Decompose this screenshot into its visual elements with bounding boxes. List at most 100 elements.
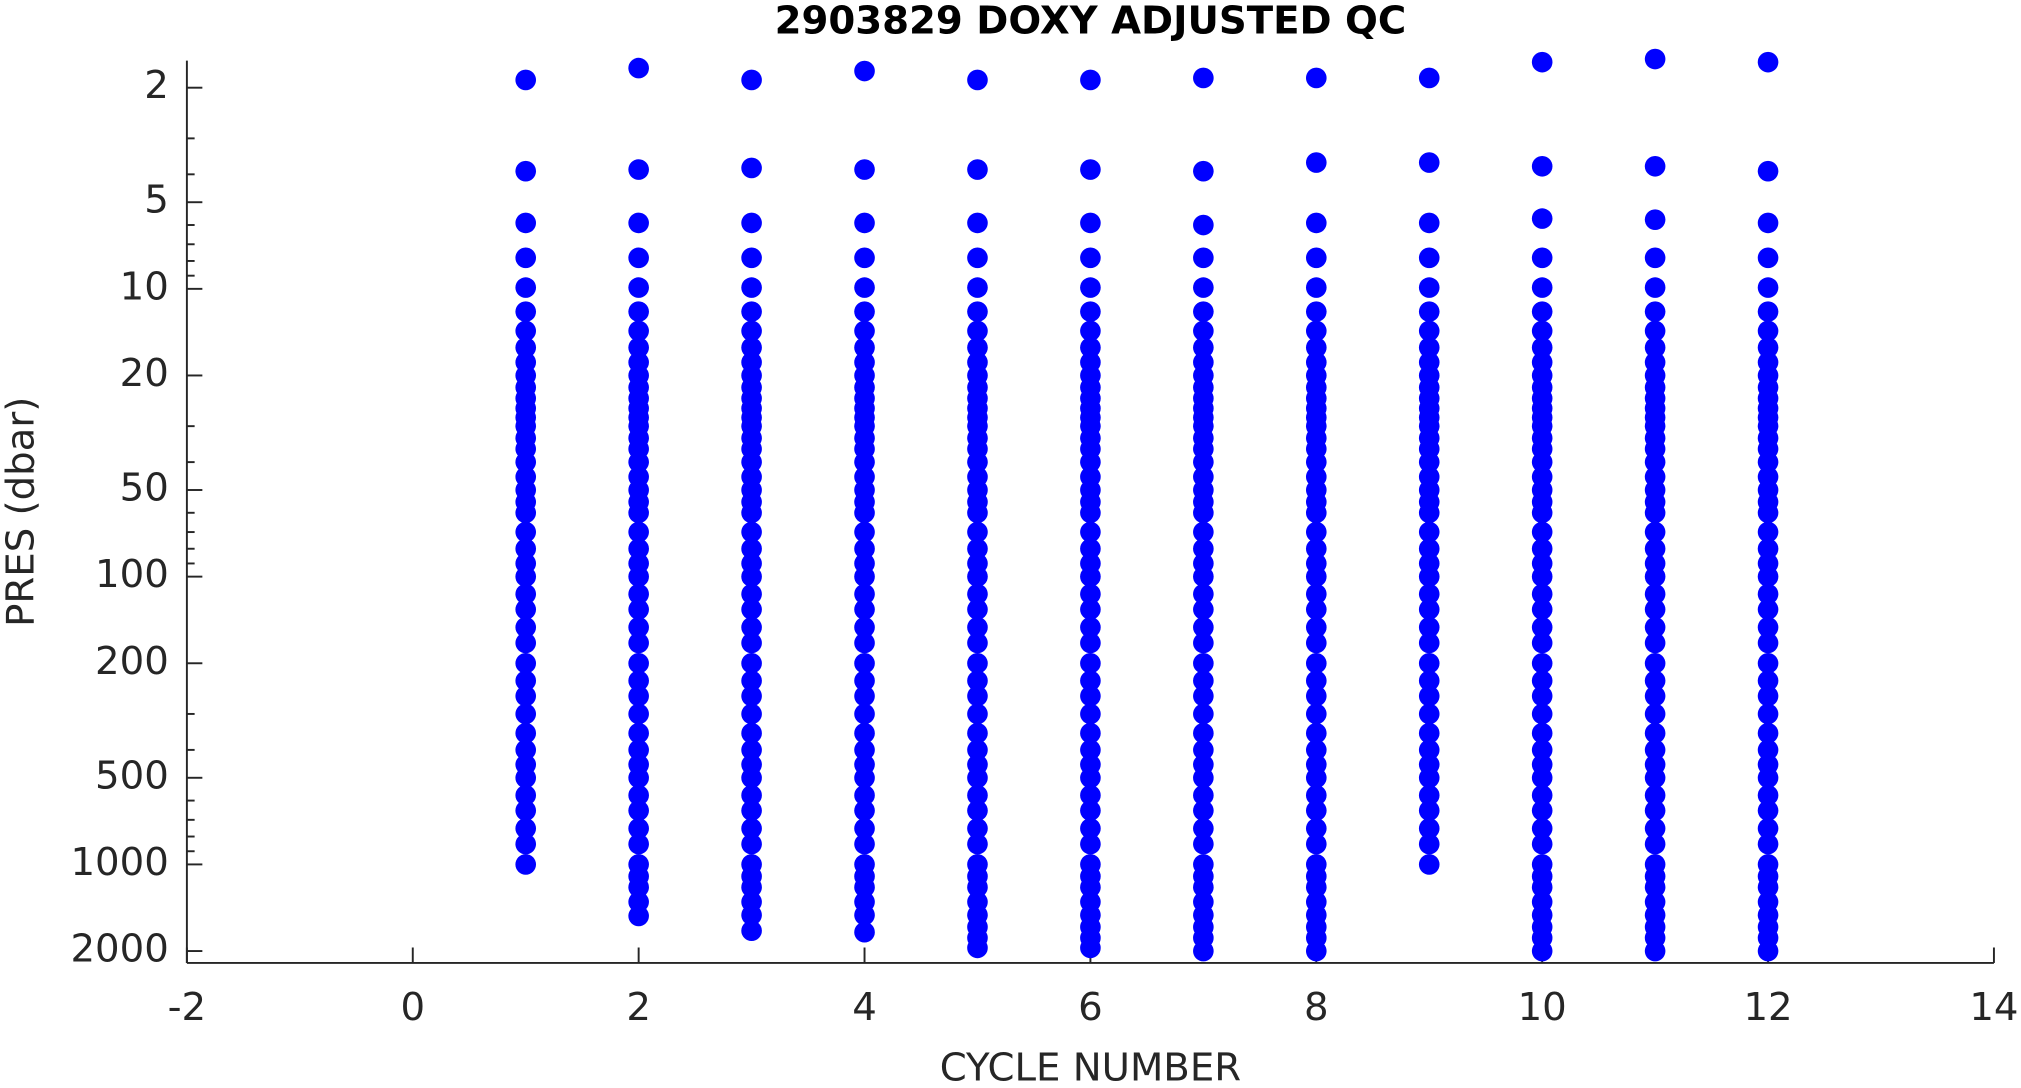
data-point <box>1531 583 1553 605</box>
data-point <box>1193 722 1214 744</box>
y-tick-label: 100 <box>95 552 169 597</box>
data-point <box>1080 277 1101 298</box>
data-point <box>1305 940 1327 962</box>
data-point <box>628 57 649 79</box>
data-point <box>967 337 988 358</box>
data-point <box>1193 277 1214 298</box>
x-tick-label: 12 <box>1743 985 1792 1030</box>
data-point <box>628 502 649 524</box>
data-point <box>967 538 988 560</box>
data-point <box>515 277 537 298</box>
data-point <box>1305 599 1327 620</box>
data-point <box>1418 583 1440 605</box>
data-point <box>967 937 988 959</box>
data-point <box>1531 652 1553 674</box>
data-point <box>1305 722 1327 744</box>
data-point <box>741 599 762 620</box>
data-point <box>741 904 762 926</box>
data-point <box>1531 703 1553 725</box>
data-point <box>1193 616 1214 638</box>
data-point <box>1080 739 1101 761</box>
data-point <box>1418 784 1440 806</box>
data-point <box>1305 632 1327 654</box>
data-point <box>967 583 988 605</box>
data-point <box>1644 876 1666 898</box>
data-point <box>1418 685 1440 707</box>
data-point <box>967 670 988 692</box>
data-point <box>854 301 875 322</box>
data-point <box>741 212 762 234</box>
data-point <box>1418 502 1440 524</box>
data-point <box>515 521 537 543</box>
x-tick-label: 0 <box>400 985 425 1030</box>
data-point <box>1418 767 1440 789</box>
data-point <box>1080 703 1101 725</box>
data-point <box>1080 521 1101 543</box>
data-point <box>1644 652 1666 674</box>
data-point <box>1080 818 1101 839</box>
data-point <box>1531 784 1553 806</box>
data-point <box>1531 800 1553 821</box>
data-point <box>515 767 537 789</box>
data-point <box>967 69 988 91</box>
data-point <box>1757 538 1779 560</box>
data-point <box>1531 566 1553 587</box>
data-point <box>1531 722 1553 744</box>
data-point <box>1305 538 1327 560</box>
data-point <box>1193 940 1214 962</box>
data-point <box>1757 703 1779 725</box>
data-point <box>1305 876 1327 898</box>
data-point <box>1418 833 1440 855</box>
data-point <box>967 277 988 298</box>
data-point <box>1193 818 1214 839</box>
data-point <box>854 921 875 943</box>
x-tick-label: 8 <box>1304 985 1329 1030</box>
data-point <box>628 876 649 898</box>
data-point <box>1305 616 1327 638</box>
data-point <box>628 599 649 620</box>
data-point <box>1418 301 1440 322</box>
data-point <box>854 616 875 638</box>
data-point <box>1757 599 1779 620</box>
data-point <box>1080 599 1101 620</box>
data-point <box>1644 833 1666 855</box>
data-point <box>1418 652 1440 674</box>
data-point <box>854 502 875 524</box>
data-point <box>1418 632 1440 654</box>
data-point <box>1644 685 1666 707</box>
data-point <box>1305 566 1327 587</box>
data-point <box>1757 566 1779 587</box>
data-point <box>1418 670 1440 692</box>
data-point <box>515 652 537 674</box>
data-point <box>515 247 537 269</box>
data-point <box>1193 599 1214 620</box>
data-point <box>1757 212 1779 234</box>
data-point <box>967 818 988 839</box>
data-point <box>1644 703 1666 725</box>
data-point <box>1193 67 1214 89</box>
y-tick-label: 10 <box>120 264 169 309</box>
data-point <box>1080 337 1101 358</box>
data-point <box>1418 739 1440 761</box>
data-point <box>1531 208 1553 229</box>
data-point <box>967 767 988 789</box>
data-point <box>1757 320 1779 342</box>
data-point <box>1418 818 1440 839</box>
data-point <box>515 818 537 839</box>
data-point <box>1193 502 1214 524</box>
data-point <box>1080 784 1101 806</box>
data-point <box>854 904 875 926</box>
data-point <box>1418 566 1440 587</box>
data-point <box>1757 940 1779 962</box>
data-point <box>854 212 875 234</box>
data-point <box>967 159 988 180</box>
data-point <box>1305 767 1327 789</box>
data-point <box>628 538 649 560</box>
data-point <box>1757 451 1779 473</box>
data-point <box>628 833 649 855</box>
data-point <box>515 566 537 587</box>
data-point <box>741 277 762 298</box>
data-point <box>1531 616 1553 638</box>
data-point <box>1193 800 1214 821</box>
data-point <box>1757 767 1779 789</box>
